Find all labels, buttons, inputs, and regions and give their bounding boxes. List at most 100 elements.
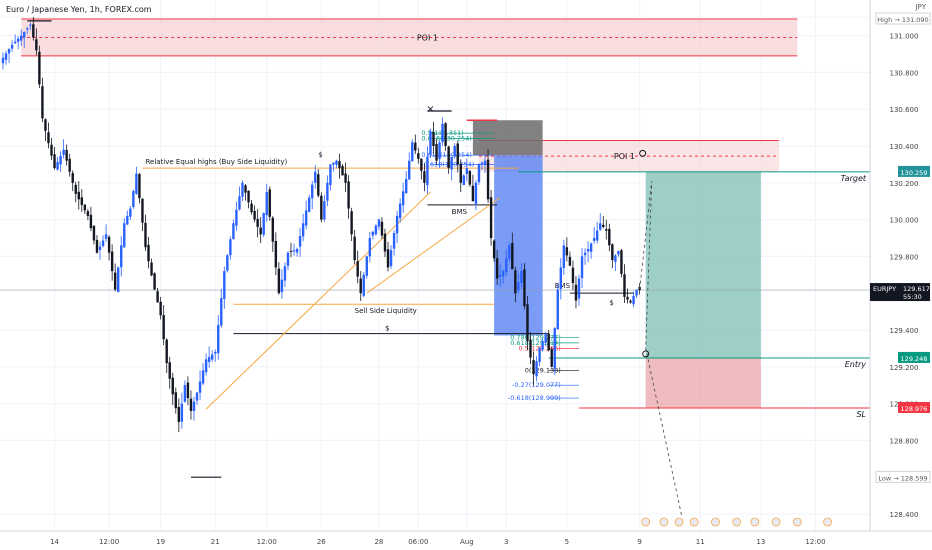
fib-top-label: 0.618(130.254) [421,151,472,159]
candle-body [98,246,102,250]
candle-body [401,191,405,206]
candle-body [550,349,553,367]
candle-body [462,175,465,186]
candle-body [117,267,120,293]
sl-label: SL [856,410,866,419]
candle-body [183,385,187,402]
candle-body [38,51,41,85]
axis-badge-text: 130.259 [901,169,928,177]
candle-body [505,258,508,273]
candle-body [398,203,402,219]
candle-body [47,132,50,144]
poi-top-label: POI 1 [417,33,438,42]
candle-body [23,31,26,38]
candle-body [311,184,314,199]
candle-body [135,173,138,194]
x-tick-label: 06:00 [408,538,428,546]
candle-body [405,179,408,194]
y-tick-label: 130.000 [890,217,919,225]
axis-badge-bg [898,401,930,413]
candle-body [368,237,372,257]
candle-body [332,162,335,165]
stop-zone [645,357,761,408]
candle-body [92,225,96,241]
event-icon [711,517,720,527]
event-icon [674,517,684,527]
candle-body [77,191,80,200]
candle-body [177,407,181,422]
event-icon [750,517,760,527]
x-tick-label: 19 [156,538,165,546]
candle-body [420,158,423,171]
candle-body [256,218,259,227]
candle-body [344,173,347,183]
x-tick-label: Aug [460,538,474,546]
event-icon [792,517,802,527]
trendline-upper [366,197,501,294]
candle-body [71,173,74,183]
candle-body [447,146,450,169]
candle-body [195,392,199,401]
axis-badge-text: 129.248 [901,355,928,363]
candle-body [180,403,184,422]
candle-body [168,362,171,379]
candle-body [162,315,165,340]
candle-body [423,171,426,183]
candle-body [214,352,217,354]
candle-body [380,221,384,236]
event-icon [689,517,699,527]
axis-badge-text: 128.976 [901,405,928,413]
entry-label: Entry [845,360,867,369]
axis-badge-text: Low → 128.599 [878,474,927,482]
candle-body [274,241,278,268]
rel-eq-highs-dollar: $ [318,151,322,159]
event-icon [823,517,832,527]
candle-body [144,222,147,248]
candle-body [511,243,514,270]
candle-body [444,123,447,146]
candle-body [589,243,593,252]
candle-body [414,142,417,151]
candle-body [635,289,638,296]
candle-body [553,328,556,369]
candle-body [492,240,496,259]
candle-body [120,245,123,268]
event-icon [771,517,781,527]
candle-body [95,239,99,253]
x-tick-label: 9 [637,538,641,546]
candle-body [59,155,62,165]
candle-body [362,274,365,296]
candle-body [207,356,211,363]
blue-zone [494,155,543,336]
x-tick-label: 21 [211,538,220,546]
candle-body [629,300,632,303]
candle-body [356,261,359,277]
candle-body [141,198,144,223]
poi-right-label: POI 1 [614,152,635,161]
candle-body [605,229,608,231]
candle-body [526,304,529,342]
candle-body [226,255,229,271]
bms-left-label: BMS [452,208,468,216]
candle-body [314,171,317,183]
candle-body [495,258,499,279]
candle-body [565,247,569,256]
candle-body [174,392,177,409]
candle-body [450,157,453,170]
axis-badge-countdown: 55:30 [903,293,922,301]
candle-body [383,233,387,252]
candle-body [7,49,11,54]
candle-body [532,360,535,375]
candle-body [50,144,53,156]
candle-body [147,244,150,262]
fib-bottom-label: -0.27(129.077) [512,381,561,389]
poi-zone-top [21,19,798,56]
candle-body [244,185,247,193]
fib-bottom-label: -0.618(128.999) [508,394,561,402]
candle-body [341,166,344,176]
candle-body [441,123,444,142]
candle-body [559,267,563,289]
candle-body [586,249,590,252]
candle-body [229,239,232,256]
